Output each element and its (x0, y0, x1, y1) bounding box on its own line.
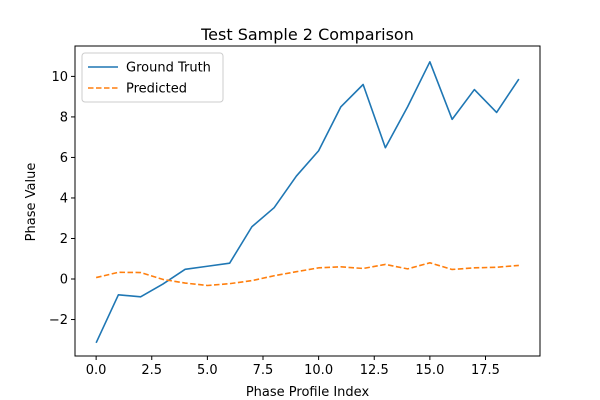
legend-label: Predicted (126, 82, 187, 97)
series-line-ground-truth (95, 60, 520, 344)
series-line-predicted (95, 261, 519, 287)
y-tick-label: 4 (60, 191, 68, 206)
x-tick-label: 10.0 (304, 363, 333, 378)
x-tick-label: 5.0 (197, 363, 218, 378)
x-axis-ticks: 0.0 2.5 5.0 7.5 10.0 12.5 15.0 17.5 (86, 356, 500, 378)
legend-label: Ground Truth (126, 61, 211, 76)
y-tick-label: 2 (60, 232, 68, 247)
y-axis-label: Phase Value (24, 163, 39, 242)
x-tick-label: 0.0 (86, 363, 107, 378)
y-tick-label: 10 (51, 70, 68, 85)
y-axis-ticks: −2 0 2 4 6 8 10 (49, 70, 75, 328)
x-tick-label: 2.5 (141, 363, 162, 378)
x-tick-label: 7.5 (253, 363, 274, 378)
y-tick-label: −2 (49, 313, 68, 328)
x-axis-label: Phase Profile Index (246, 385, 370, 400)
chart-title: Test Sample 2 Comparison (200, 25, 414, 44)
y-tick-label: 0 (60, 273, 68, 288)
plot-frame (74, 45, 541, 357)
legend: Ground Truth Predicted (81, 52, 224, 103)
y-tick-label: 8 (60, 110, 68, 125)
legend-box (81, 52, 224, 103)
x-tick-label: 12.5 (360, 363, 389, 378)
series-layer (95, 60, 520, 344)
x-tick-label: 15.0 (415, 363, 444, 378)
y-tick-label: 6 (60, 151, 68, 166)
x-tick-label: 17.5 (471, 363, 500, 378)
